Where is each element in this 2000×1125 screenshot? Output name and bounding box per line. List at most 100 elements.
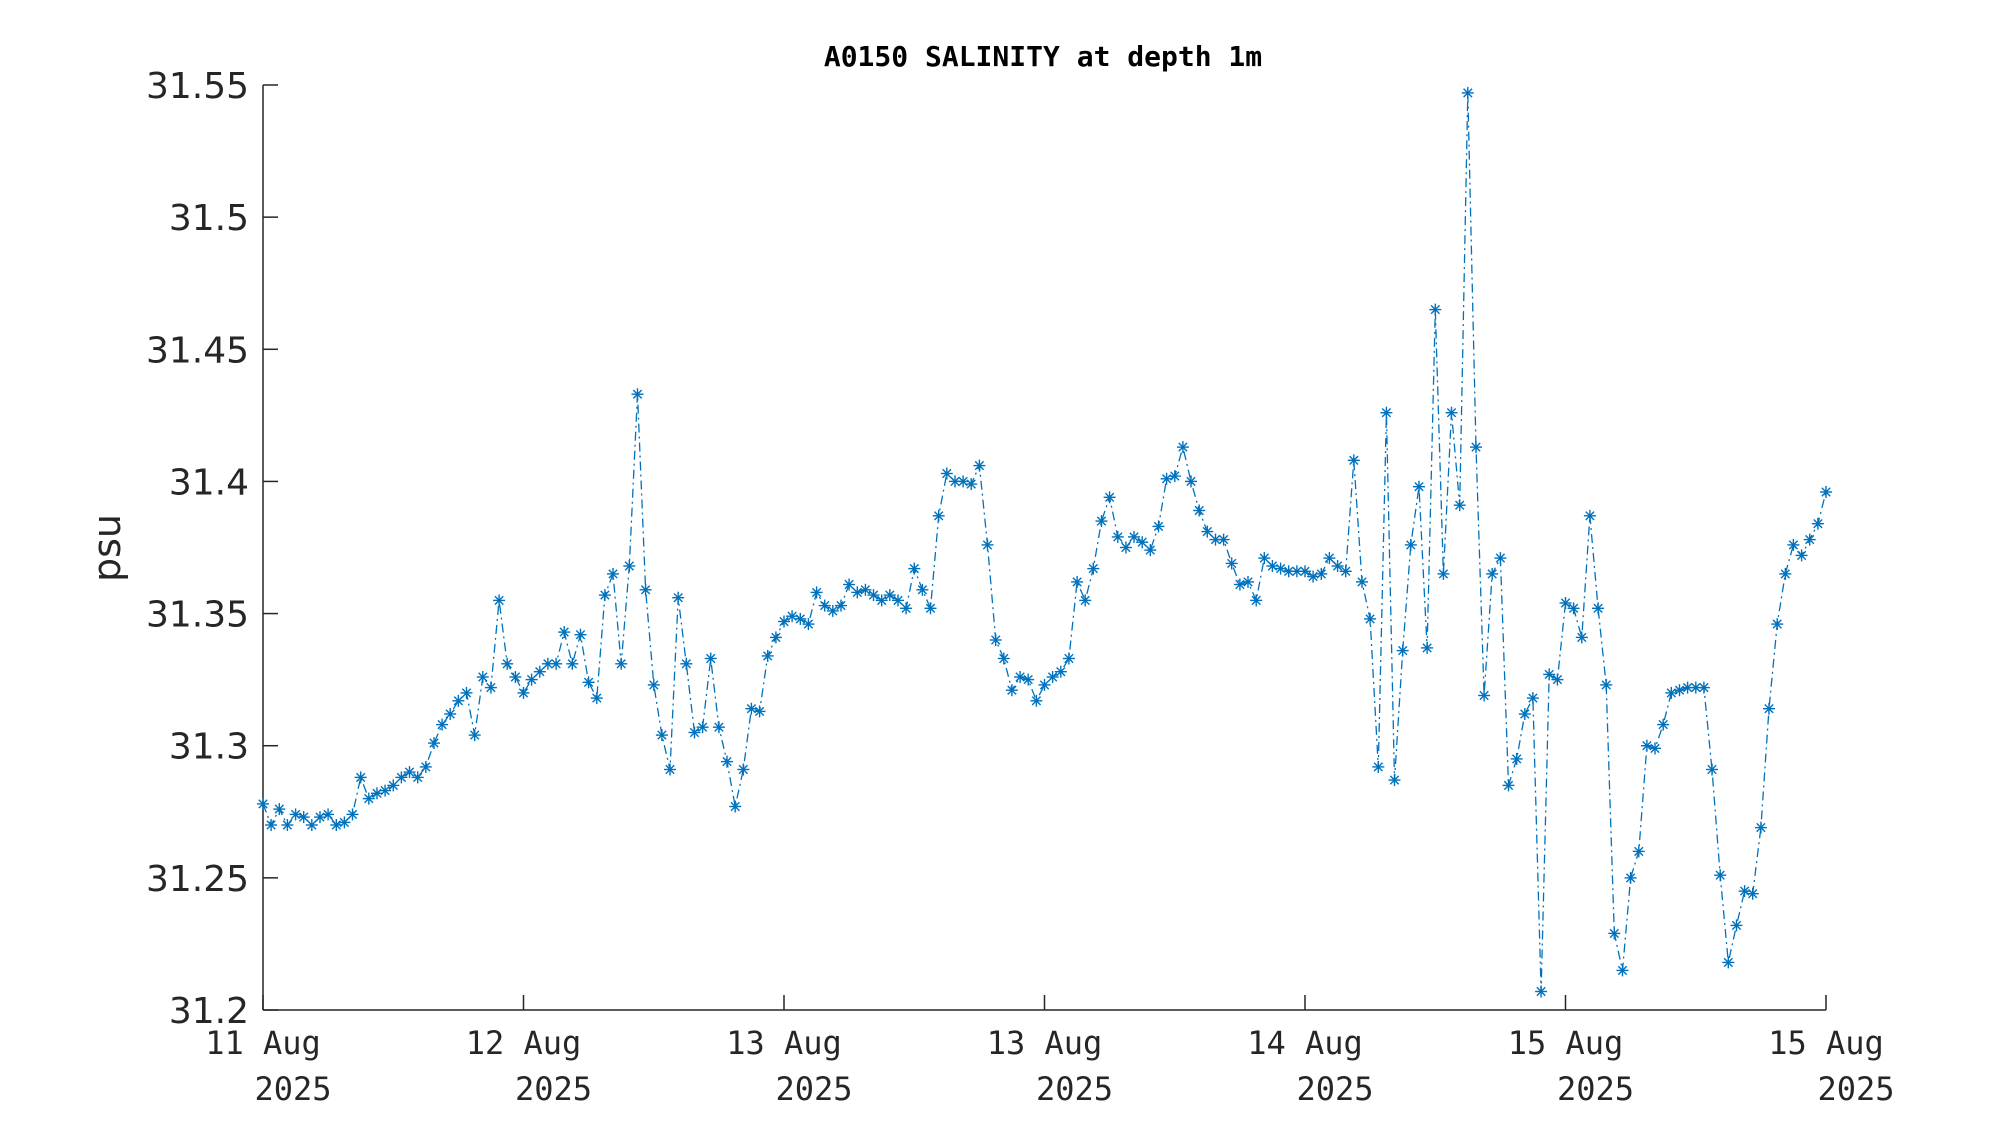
data-point [1632, 845, 1645, 858]
data-point [607, 567, 619, 580]
data-point [1046, 671, 1059, 683]
data-point [1429, 303, 1442, 316]
data-point [1437, 567, 1450, 580]
data-point [1803, 533, 1816, 546]
x-tick-label: 15 Aug [1508, 1024, 1624, 1062]
data-point [1356, 575, 1368, 588]
data-point [924, 602, 937, 615]
data-point [1380, 406, 1393, 419]
x-tick-label: 13 Aug [726, 1024, 842, 1062]
data-point [875, 594, 888, 607]
data-point [460, 686, 473, 699]
data-point [1795, 549, 1808, 562]
data-point [778, 615, 790, 628]
data-point [981, 538, 994, 551]
data-point [1217, 533, 1230, 546]
data-point [1307, 570, 1320, 583]
data-point [305, 819, 318, 831]
y-tick-label: 31.4 [169, 462, 249, 503]
data-point [973, 459, 986, 472]
data-point [1266, 560, 1279, 572]
data-point [419, 760, 432, 773]
data-point [428, 737, 440, 750]
data-point [1396, 644, 1409, 657]
data-point [1347, 454, 1360, 467]
data-point [916, 583, 929, 596]
data-point [1746, 887, 1759, 900]
data-point [452, 694, 465, 707]
data-point [940, 467, 953, 480]
data-point [1649, 742, 1661, 755]
data-point [997, 652, 1010, 665]
data-point [1608, 927, 1621, 940]
data-point [1388, 774, 1401, 787]
data-point [1681, 681, 1694, 694]
data-point [729, 800, 742, 813]
x-tick-year-label: 2025 [775, 1070, 852, 1108]
data-point [1250, 594, 1263, 607]
data-point [1014, 671, 1027, 683]
chart-title: A0150 SALINITY at depth 1m [824, 40, 1262, 73]
data-point [867, 589, 880, 602]
data-point [1624, 871, 1637, 884]
y-tick-label: 31.5 [169, 198, 249, 239]
data-point [1600, 678, 1613, 691]
data-point [1071, 575, 1084, 588]
data-point [1258, 552, 1271, 565]
data-point [1494, 552, 1507, 565]
data-point [989, 634, 1002, 646]
data-point [1665, 686, 1678, 699]
data-point [1364, 612, 1377, 625]
data-point [631, 388, 644, 401]
data-point [1225, 557, 1238, 570]
data-point [517, 686, 530, 699]
data-point [623, 560, 636, 572]
data-point [1763, 702, 1775, 715]
data-point [1168, 470, 1181, 483]
data-point [1087, 562, 1100, 575]
data-point [533, 665, 546, 678]
data-point [1771, 618, 1784, 631]
data-point [1526, 692, 1539, 705]
data-point [322, 808, 335, 821]
x-tick-label: 11 Aug [205, 1024, 321, 1062]
data-point [1738, 885, 1751, 898]
data-point [387, 779, 400, 792]
x-tick-year-label: 2025 [1557, 1070, 1634, 1108]
data-point [1160, 472, 1173, 485]
data-point [1233, 578, 1246, 591]
data-point [338, 816, 351, 829]
data-point [1193, 504, 1206, 517]
data-point [379, 784, 392, 797]
data-point [1111, 530, 1124, 543]
data-point [810, 586, 823, 599]
data-point [761, 649, 774, 662]
data-point [1128, 530, 1140, 543]
data-point [281, 819, 294, 831]
data-point [721, 755, 733, 768]
data-point [769, 631, 782, 644]
data-point [501, 657, 514, 670]
data-point [1486, 567, 1499, 580]
data-point [688, 726, 701, 739]
data-point [509, 671, 522, 683]
x-tick-year-label: 2025 [1036, 1070, 1113, 1108]
data-point [1583, 509, 1596, 522]
data-point [1453, 499, 1466, 512]
data-point [1404, 538, 1417, 551]
data-point [1754, 821, 1767, 834]
data-point [403, 766, 416, 779]
data-point [892, 594, 904, 607]
data-point [1062, 652, 1075, 665]
data-point [1079, 594, 1092, 607]
data-point [1242, 575, 1254, 588]
data-point [932, 509, 945, 522]
data-point [444, 708, 457, 720]
data-point [900, 602, 913, 615]
data-point [1730, 919, 1743, 932]
data-point [859, 583, 872, 596]
data-point [1535, 985, 1548, 998]
data-point [411, 771, 424, 784]
y-tick-label: 31.3 [169, 727, 249, 768]
data-point [1461, 86, 1474, 99]
